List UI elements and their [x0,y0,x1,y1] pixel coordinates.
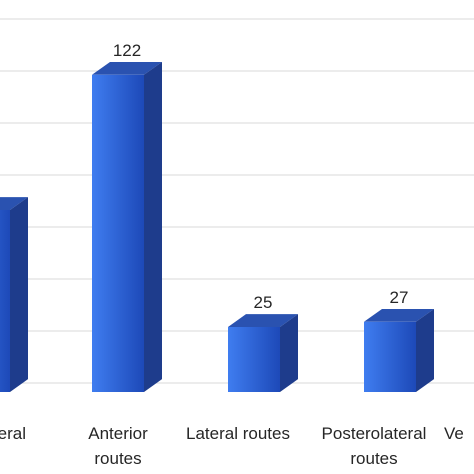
data-label: 25 [254,293,273,312]
x-tick-label: Posterolateral routes [322,424,427,468]
bars [0,61,434,393]
gridlines [0,18,474,384]
bar-top [92,61,162,75]
bar-front [228,327,280,392]
data-label: 27 [390,288,409,307]
bar-side [10,197,28,392]
bar-side [416,308,434,392]
bar-top [0,197,28,210]
data-label: 122 [113,41,141,60]
bar [92,61,162,393]
x-tick-label: Anterior routes [88,424,148,468]
x-tick-label: Lateral routes [186,424,290,443]
bar-side [144,61,162,392]
x-tick-labels: eral Anterior routes Lateral routes Posterol… [0,424,464,468]
bar [364,308,434,392]
bar-front [92,74,144,393]
bar-side [280,314,298,392]
bar-front [0,210,10,392]
bar-front [364,321,416,392]
x-tick-label: Ve [444,424,464,443]
bar-top [364,308,434,322]
x-tick-label: eral [0,424,26,443]
bar-top [228,314,298,327]
bar [0,197,28,392]
bar [228,314,298,392]
data-labels: 122 25 27 [113,41,409,312]
